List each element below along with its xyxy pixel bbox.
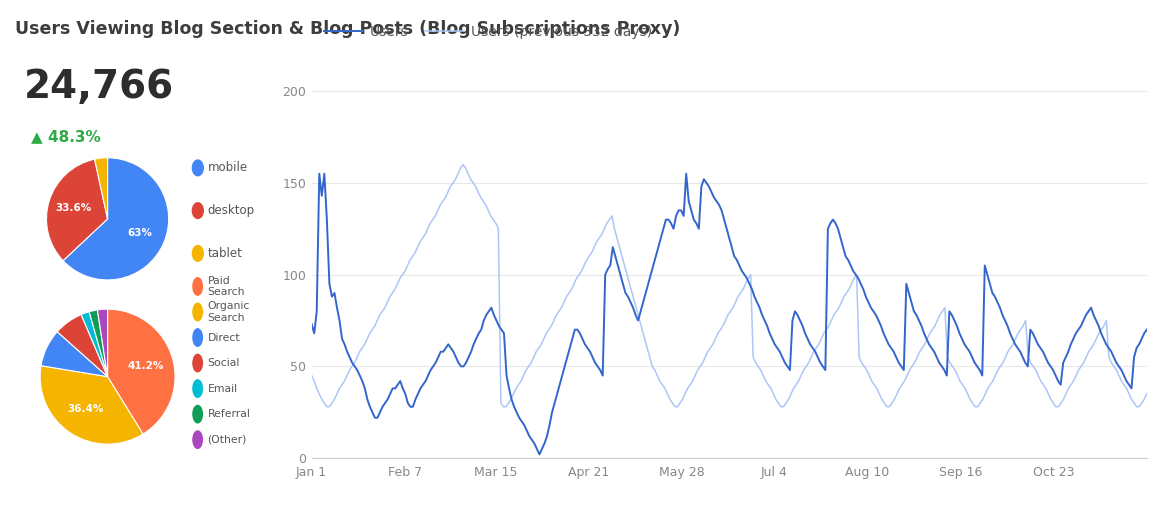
Circle shape: [193, 329, 202, 346]
Text: Email: Email: [208, 384, 237, 393]
Wedge shape: [47, 159, 107, 261]
Circle shape: [193, 278, 202, 295]
Wedge shape: [63, 158, 169, 280]
Circle shape: [193, 303, 202, 321]
Wedge shape: [41, 332, 107, 377]
Circle shape: [192, 160, 204, 176]
Circle shape: [192, 203, 204, 218]
Text: 63%: 63%: [128, 228, 152, 238]
Legend: Users, Users (previous 332 days): Users, Users (previous 332 days): [319, 19, 658, 44]
Wedge shape: [107, 309, 174, 434]
Text: Users Viewing Blog Section & Blog Posts (Blog Subscriptions Proxy): Users Viewing Blog Section & Blog Posts …: [15, 20, 680, 38]
Wedge shape: [90, 310, 107, 377]
Wedge shape: [98, 309, 107, 377]
Text: 24,766: 24,766: [24, 68, 174, 106]
Circle shape: [192, 245, 204, 261]
Text: Paid
Search: Paid Search: [208, 276, 245, 297]
Circle shape: [193, 354, 202, 372]
Text: ▲ 48.3%: ▲ 48.3%: [31, 129, 101, 144]
Wedge shape: [57, 315, 107, 377]
Text: tablet: tablet: [208, 247, 243, 260]
Wedge shape: [94, 158, 107, 219]
Wedge shape: [81, 312, 107, 377]
Text: Social: Social: [208, 358, 240, 368]
Text: Organic
Search: Organic Search: [208, 301, 250, 323]
Text: 36.4%: 36.4%: [67, 404, 104, 414]
Text: 41.2%: 41.2%: [127, 361, 164, 371]
Text: desktop: desktop: [208, 204, 255, 217]
Circle shape: [193, 431, 202, 448]
Circle shape: [193, 405, 202, 423]
Text: mobile: mobile: [208, 161, 248, 175]
Text: Referral: Referral: [208, 409, 250, 419]
Circle shape: [193, 380, 202, 398]
Text: Direct: Direct: [208, 332, 241, 343]
Text: (Other): (Other): [208, 435, 247, 445]
Text: 33.6%: 33.6%: [56, 204, 92, 213]
Wedge shape: [41, 365, 143, 444]
